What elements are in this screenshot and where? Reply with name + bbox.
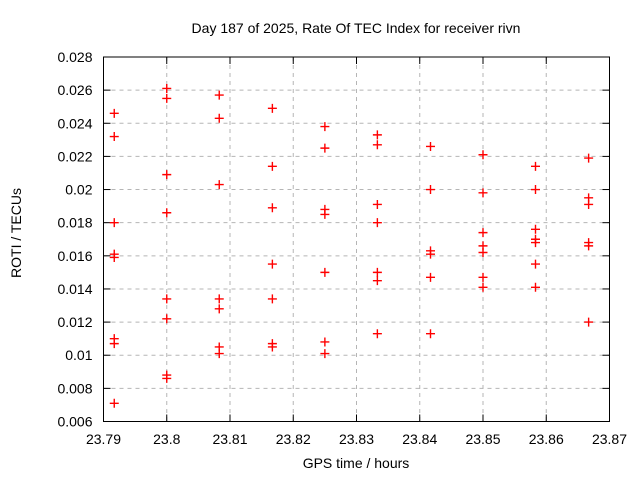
data-point: [584, 317, 594, 327]
data-point: [478, 228, 488, 238]
data-point: [320, 143, 330, 153]
data-point: [320, 337, 330, 347]
data-point: [162, 373, 172, 383]
data-point: [320, 267, 330, 277]
x-tick-label: 23.8: [153, 431, 180, 447]
y-tick-label: 0.02: [65, 182, 92, 198]
y-tick-label: 0.01: [65, 347, 92, 363]
data-point: [109, 339, 119, 349]
data-point: [372, 199, 382, 209]
chart-title: Day 187 of 2025, Rate Of TEC Index for r…: [191, 20, 521, 36]
data-point: [109, 108, 119, 118]
data-point: [478, 188, 488, 198]
data-point: [372, 218, 382, 228]
y-tick-label: 0.016: [57, 248, 92, 264]
data-point: [267, 342, 277, 352]
x-tick-label: 23.85: [465, 431, 500, 447]
data-point: [214, 294, 224, 304]
data-point: [109, 252, 119, 262]
data-point: [426, 249, 436, 259]
data-point: [426, 185, 436, 195]
data-point: [109, 218, 119, 228]
data-point: [320, 349, 330, 359]
data-point: [372, 140, 382, 150]
data-point: [372, 329, 382, 339]
x-tick-label: 23.86: [529, 431, 564, 447]
x-tick-label: 23.82: [276, 431, 311, 447]
data-point: [162, 83, 172, 93]
data-point: [267, 203, 277, 213]
data-point: [214, 180, 224, 190]
data-point: [267, 103, 277, 113]
data-point: [162, 93, 172, 103]
y-tick-label: 0.018: [57, 215, 92, 231]
data-point: [162, 208, 172, 218]
x-axis-label: GPS time / hours: [302, 455, 410, 471]
y-tick-label: 0.022: [57, 148, 92, 164]
y-tick-label: 0.024: [57, 115, 92, 131]
data-point: [267, 161, 277, 171]
data-point: [530, 259, 540, 269]
data-point: [530, 185, 540, 195]
data-point: [530, 224, 540, 234]
data-point: [584, 241, 594, 251]
data-point: [584, 153, 594, 163]
data-point: [267, 294, 277, 304]
data-point: [478, 282, 488, 292]
y-tick-label: 0.026: [57, 82, 92, 98]
data-point: [530, 161, 540, 171]
data-point: [530, 238, 540, 248]
data-point: [584, 199, 594, 209]
x-tick-label: 23.83: [339, 431, 374, 447]
data-point: [162, 294, 172, 304]
data-point: [426, 272, 436, 282]
data-point: [478, 248, 488, 258]
data-point: [372, 267, 382, 277]
data-point: [162, 314, 172, 324]
y-tick-label: 0.012: [57, 314, 92, 330]
data-point: [372, 130, 382, 140]
data-point: [109, 132, 119, 142]
x-tick-label: 23.87: [592, 431, 627, 447]
data-point: [372, 276, 382, 286]
y-tick-label: 0.014: [57, 281, 92, 297]
data-point: [214, 90, 224, 100]
data-point: [530, 282, 540, 292]
y-tick-label: 0.008: [57, 380, 92, 396]
data-point: [320, 209, 330, 219]
data-point: [478, 272, 488, 282]
x-tick-label: 23.81: [212, 431, 247, 447]
x-tick-label: 23.79: [86, 431, 121, 447]
data-point: [109, 398, 119, 408]
data-point: [214, 304, 224, 314]
data-point: [478, 150, 488, 160]
data-point: [426, 329, 436, 339]
data-point: [214, 349, 224, 359]
data-point: [214, 113, 224, 123]
x-tick-label: 23.84: [402, 431, 437, 447]
data-point: [162, 170, 172, 180]
y-tick-label: 0.006: [57, 414, 92, 430]
y-tick-label: 0.028: [57, 49, 92, 65]
data-point: [267, 259, 277, 269]
data-point: [320, 122, 330, 132]
data-point: [426, 141, 436, 151]
